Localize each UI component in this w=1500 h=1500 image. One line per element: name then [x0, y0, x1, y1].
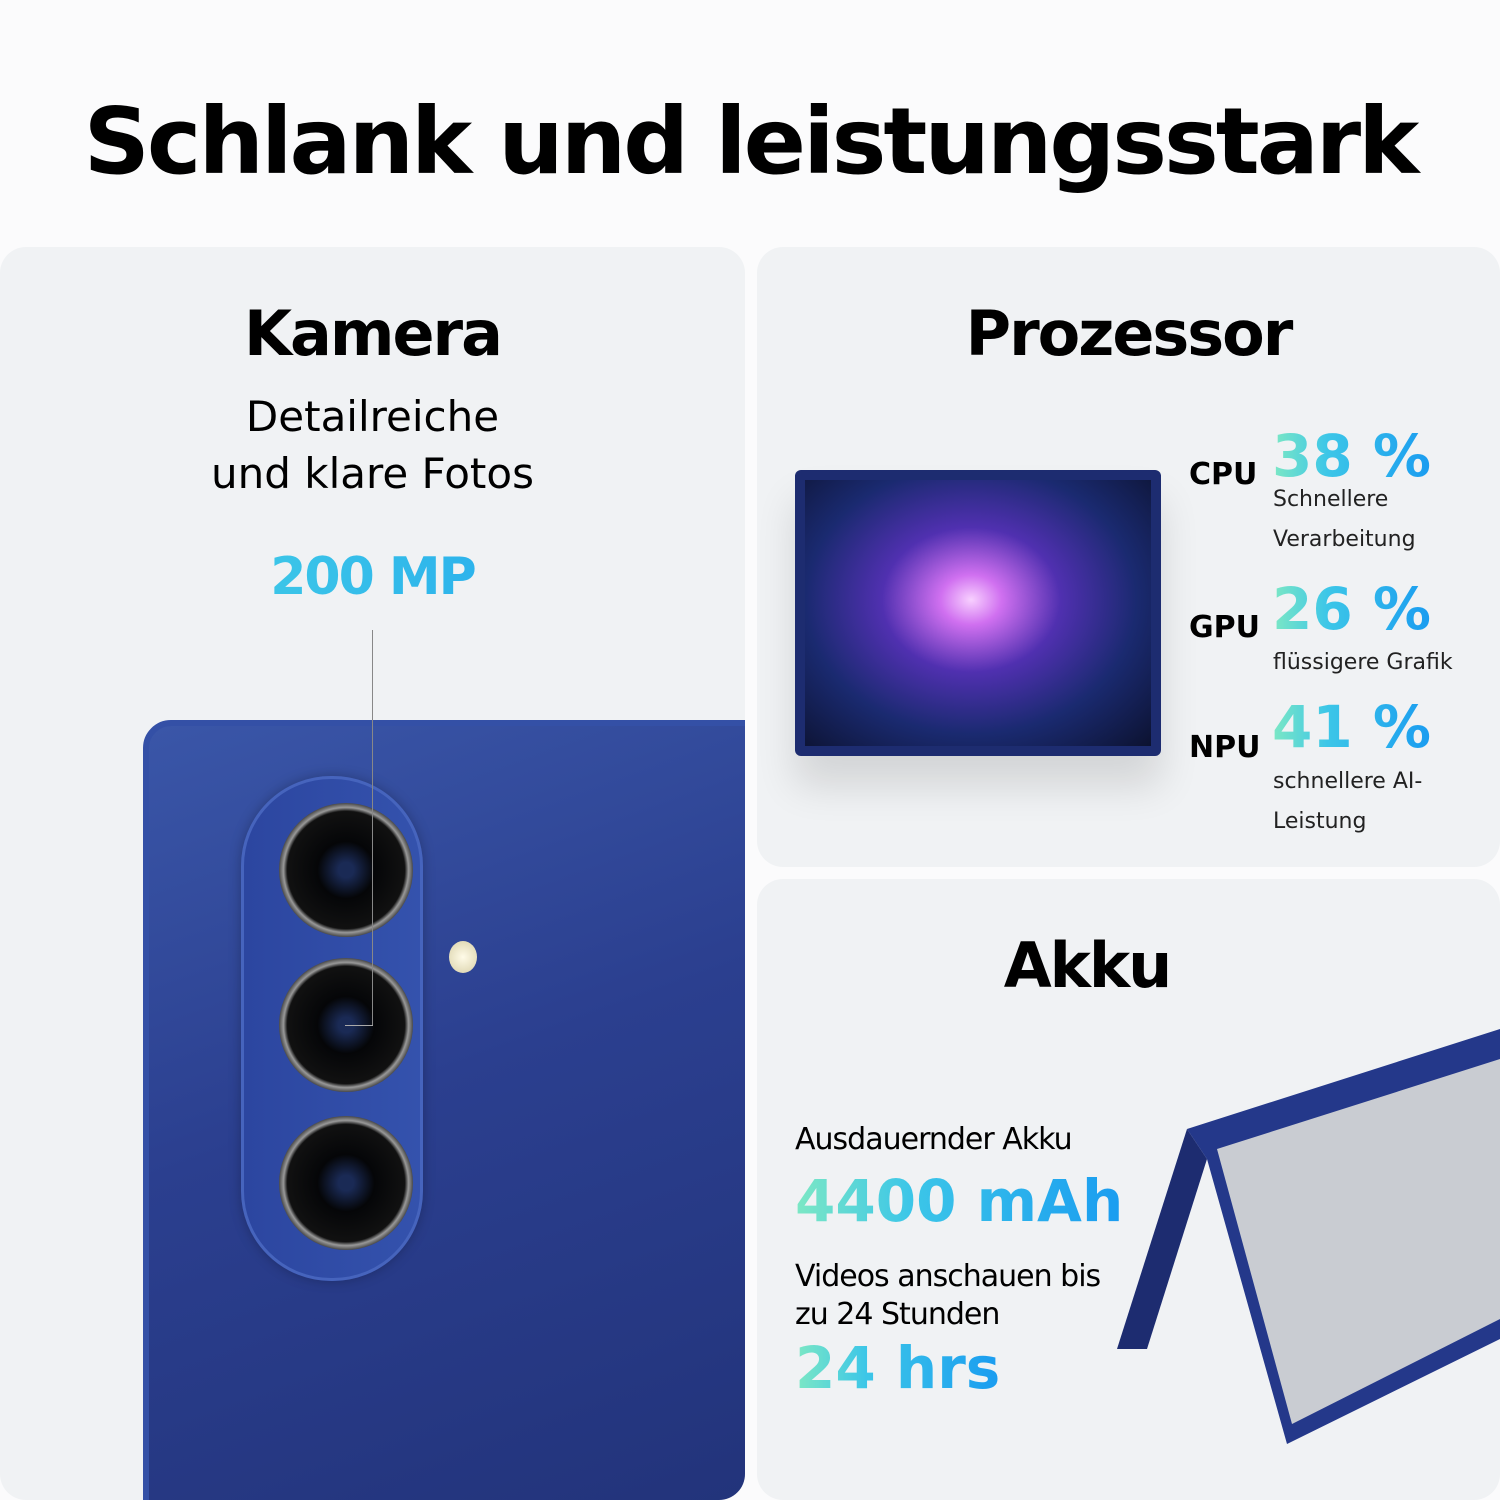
headline: Schlank und leistungsstark [83, 88, 1420, 195]
gpu-label: GPU [1189, 610, 1260, 645]
gpu-desc-1: flüssigere Grafik [1273, 650, 1453, 675]
video-hours-value: 24 hrs [795, 1334, 1001, 1402]
processor-panel: Prozessor CPU 38 % Schnellere Verarbeitu… [757, 247, 1500, 867]
flash-icon [449, 941, 477, 973]
camera-subtitle-1: Detailreiche [245, 392, 500, 441]
battery-capacity-value: 4400 mAh [795, 1167, 1124, 1235]
pointer-line [372, 630, 373, 1026]
camera-subtitle-2: und klare Fotos [211, 449, 534, 498]
cpu-value: 38 % [1272, 422, 1432, 490]
camera-panel: Kamera Detailreiche und klare Fotos 200 … [0, 247, 745, 1500]
npu-desc-2: Leistung [1273, 809, 1367, 834]
npu-label: NPU [1189, 730, 1261, 765]
npu-value: 41 % [1272, 693, 1432, 761]
npu-desc-1: schnellere AI- [1273, 769, 1423, 794]
cpu-label: CPU [1189, 457, 1258, 492]
tablet-image [795, 470, 1161, 756]
phone-back-image [143, 720, 745, 1500]
battery-panel: Akku Ausdauernder Akku 4400 mAh Videos a… [757, 879, 1500, 1500]
cpu-desc-1: Schnellere [1273, 487, 1389, 512]
battery-capacity-label: Ausdauernder Akku [795, 1122, 1073, 1157]
camera-lens [279, 1116, 413, 1250]
battery-title: Akku [1003, 929, 1173, 1002]
pointer-line [345, 1025, 373, 1026]
gpu-value: 26 % [1272, 575, 1432, 643]
processor-title: Prozessor [965, 297, 1294, 370]
camera-lens [279, 803, 413, 937]
cpu-desc-2: Verarbeitung [1273, 527, 1416, 552]
camera-megapixels: 200 MP [0, 547, 745, 607]
folded-phone-image [1117, 1029, 1500, 1444]
video-desc-1: Videos anschauen bis [795, 1259, 1101, 1294]
camera-title: Kamera [244, 297, 503, 370]
video-desc-2: zu 24 Stunden [795, 1297, 1000, 1332]
